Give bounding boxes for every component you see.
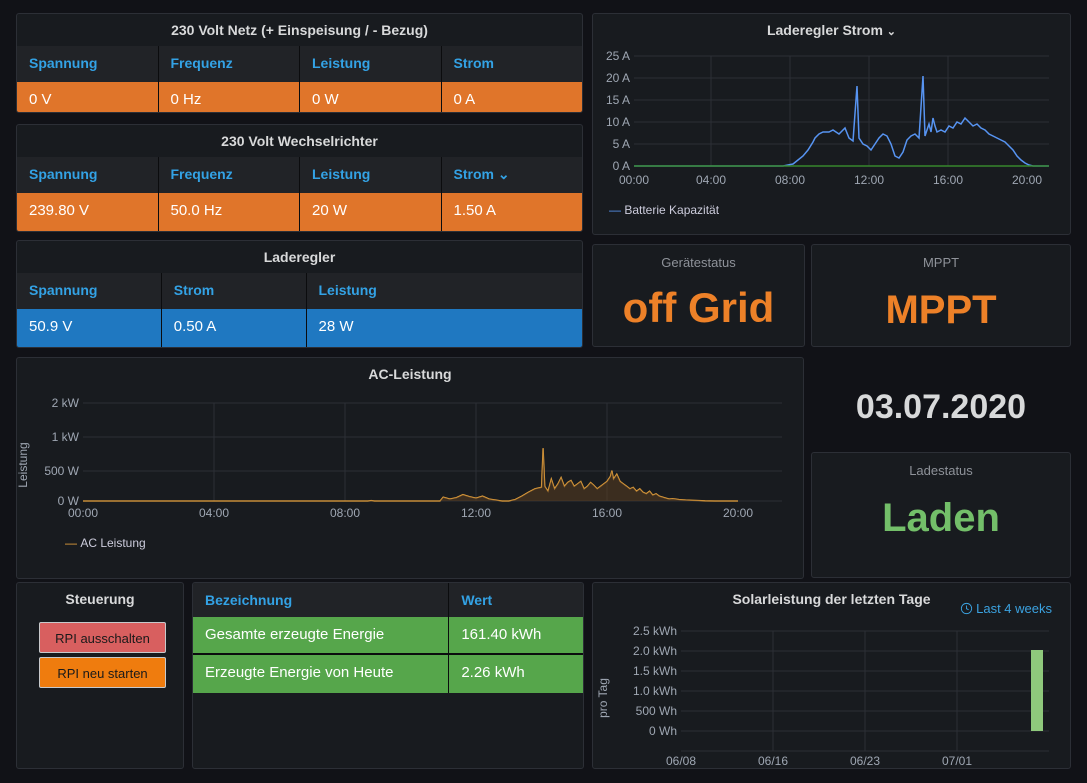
svg-text:16:00: 16:00 (933, 173, 963, 187)
svg-text:5 A: 5 A (613, 137, 630, 151)
svg-text:25 A: 25 A (606, 49, 630, 63)
svg-text:16:00: 16:00 (592, 506, 622, 520)
svg-text:20 A: 20 A (606, 71, 630, 85)
svg-text:10 A: 10 A (606, 115, 630, 129)
svg-text:06/23: 06/23 (850, 754, 880, 768)
svg-text:2.5 kWh: 2.5 kWh (633, 624, 677, 638)
svg-text:Leistung: Leistung (17, 442, 30, 487)
svg-text:0 Wh: 0 Wh (649, 724, 677, 738)
svg-text:0 A: 0 A (613, 159, 630, 173)
svg-text:1.0 kWh: 1.0 kWh (633, 684, 677, 698)
svg-text:08:00: 08:00 (775, 173, 805, 187)
svg-text:15 A: 15 A (606, 93, 630, 107)
svg-text:2 kW: 2 kW (52, 396, 80, 410)
svg-text:12:00: 12:00 (461, 506, 491, 520)
svg-text:00:00: 00:00 (68, 506, 98, 520)
svg-text:1 kW: 1 kW (52, 430, 80, 444)
svg-text:04:00: 04:00 (696, 173, 726, 187)
svg-text:20:00: 20:00 (723, 506, 753, 520)
svg-text:06/08: 06/08 (666, 754, 696, 768)
svg-text:pro Tag: pro Tag (596, 678, 610, 718)
svg-text:500 W: 500 W (44, 464, 79, 478)
svg-text:08:00: 08:00 (330, 506, 360, 520)
svg-text:20:00: 20:00 (1012, 173, 1042, 187)
svg-text:500 Wh: 500 Wh (636, 704, 677, 718)
svg-text:04:00: 04:00 (199, 506, 229, 520)
svg-text:00:00: 00:00 (619, 173, 649, 187)
svg-text:12:00: 12:00 (854, 173, 884, 187)
svg-text:1.5 kWh: 1.5 kWh (633, 664, 677, 678)
svg-text:07/01: 07/01 (942, 754, 972, 768)
svg-text:2.0 kWh: 2.0 kWh (633, 644, 677, 658)
svg-text:06/16: 06/16 (758, 754, 788, 768)
